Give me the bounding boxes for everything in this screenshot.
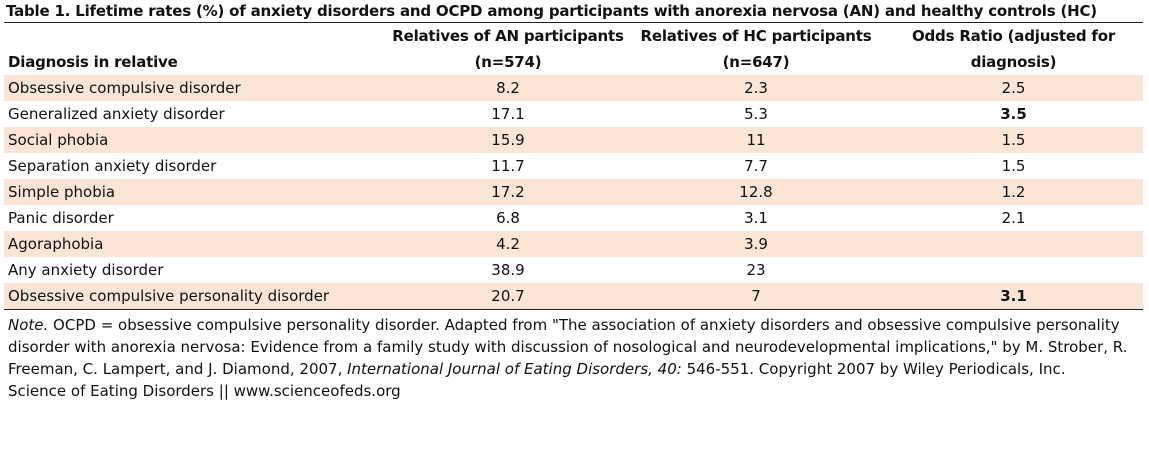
cell-an-rate: 20.7 [388,283,628,310]
cell-an-rate: 11.7 [491,157,525,175]
header-or-line2: diagnosis) [970,53,1057,71]
table-row: Panic disorder 6.8 3.1 2.1 [4,205,1143,231]
header-or-line1: Odds Ratio (adjusted for [911,27,1116,45]
cell-odds-ratio: 2.5 [884,75,1143,101]
cell-diagnosis: Obsessive compulsive personality disorde… [4,283,388,310]
cell-diagnosis: Simple phobia [4,179,388,205]
cell-hc-rate: 7.7 [744,157,768,175]
header-diagnosis: Diagnosis in relative [8,53,178,71]
cell-diagnosis: Panic disorder [8,209,114,227]
cell-diagnosis: Agoraphobia [4,231,388,257]
cell-diagnosis: Separation anxiety disorder [8,157,217,175]
header-an-line1: Relatives of AN participants [392,27,624,45]
table-note: Note. OCPD = obsessive compulsive person… [8,314,1138,380]
table-row: Separation anxiety disorder 11.7 7.7 1.5 [4,153,1143,179]
cell-odds-ratio: 2.1 [1001,209,1026,227]
table-row: Obsessive compulsive personality disorde… [4,283,1143,310]
cell-odds-ratio: 3.5 [1000,105,1027,123]
cell-an-rate: 15.9 [388,127,628,153]
cell-hc-rate: 5.3 [744,105,768,123]
cell-hc-rate: 12.8 [628,179,884,205]
table-header: Relatives of AN participants Relatives o… [4,23,1143,75]
cell-odds-ratio: 1.5 [884,127,1143,153]
site-footer: Science of Eating Disorders || www.scien… [8,382,401,400]
note-text: OCPD = obsessive compulsive personality … [8,316,1128,378]
cell-hc-rate: 23 [746,261,766,279]
cell-hc-rate: 3.1 [744,209,768,227]
cell-an-rate: 6.8 [496,209,520,227]
cell-odds-ratio: 1.5 [1001,157,1026,175]
cell-an-rate: 17.2 [388,179,628,205]
cell-an-rate: 8.2 [388,75,628,101]
table-row: Agoraphobia 4.2 3.9 [4,231,1143,257]
data-table: Relatives of AN participants Relatives o… [4,23,1143,310]
table-row: Generalized anxiety disorder 17.1 5.3 3.5 [4,101,1143,127]
cell-odds-ratio: 3.1 [884,283,1143,310]
cell-an-rate: 4.2 [388,231,628,257]
cell-diagnosis: Social phobia [4,127,388,153]
cell-odds-ratio [884,231,1143,257]
cell-hc-rate: 2.3 [628,75,884,101]
document-page: Table 1. Lifetime rates (%) of anxiety d… [4,0,1143,402]
note-label: Note. [8,316,49,334]
table-row: Social phobia 15.9 11 1.5 [4,127,1143,153]
cell-an-rate: 38.9 [491,261,525,279]
table-row: Obsessive compulsive disorder 8.2 2.3 2.5 [4,75,1143,101]
note-copyright: 546-551. Copyright 2007 by Wiley Periodi… [681,360,1066,378]
table-row: Any anxiety disorder 38.9 23 [4,257,1143,283]
header-hc-line1: Relatives of HC participants [640,27,872,45]
cell-hc-rate: 11 [628,127,884,153]
cell-an-rate: 17.1 [491,105,525,123]
cell-diagnosis: Obsessive compulsive disorder [4,75,388,101]
note-journal: International Journal of Eating Disorder… [347,360,682,378]
cell-hc-rate: 7 [628,283,884,310]
header-diagnosis-line1 [4,23,388,49]
cell-hc-rate: 3.9 [628,231,884,257]
header-an-n: (n=574) [474,53,542,71]
cell-odds-ratio [884,257,1143,283]
cell-diagnosis: Any anxiety disorder [8,261,164,279]
table-body: Obsessive compulsive disorder 8.2 2.3 2.5 Ge… [4,75,1143,310]
table-title: Table 1. Lifetime rates (%) of anxiety d… [6,2,1097,20]
cell-diagnosis: Generalized anxiety disorder [8,105,225,123]
header-hc-n: (n=647) [722,53,790,71]
cell-odds-ratio: 1.2 [884,179,1143,205]
table-row: Simple phobia 17.2 12.8 1.2 [4,179,1143,205]
top-rule [4,22,1143,23]
